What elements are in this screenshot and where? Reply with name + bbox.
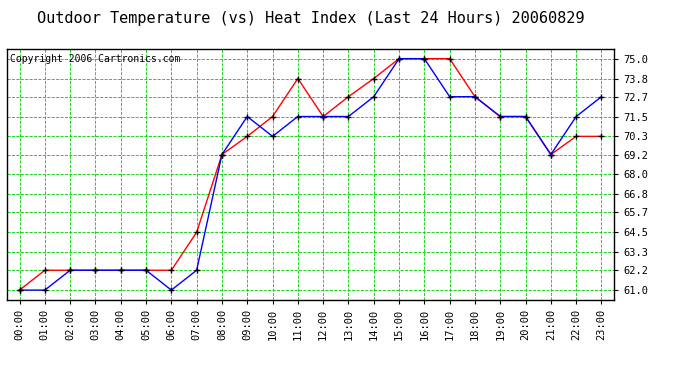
Text: Copyright 2006 Cartronics.com: Copyright 2006 Cartronics.com bbox=[10, 54, 180, 64]
Text: Outdoor Temperature (vs) Heat Index (Last 24 Hours) 20060829: Outdoor Temperature (vs) Heat Index (Las… bbox=[37, 11, 584, 26]
